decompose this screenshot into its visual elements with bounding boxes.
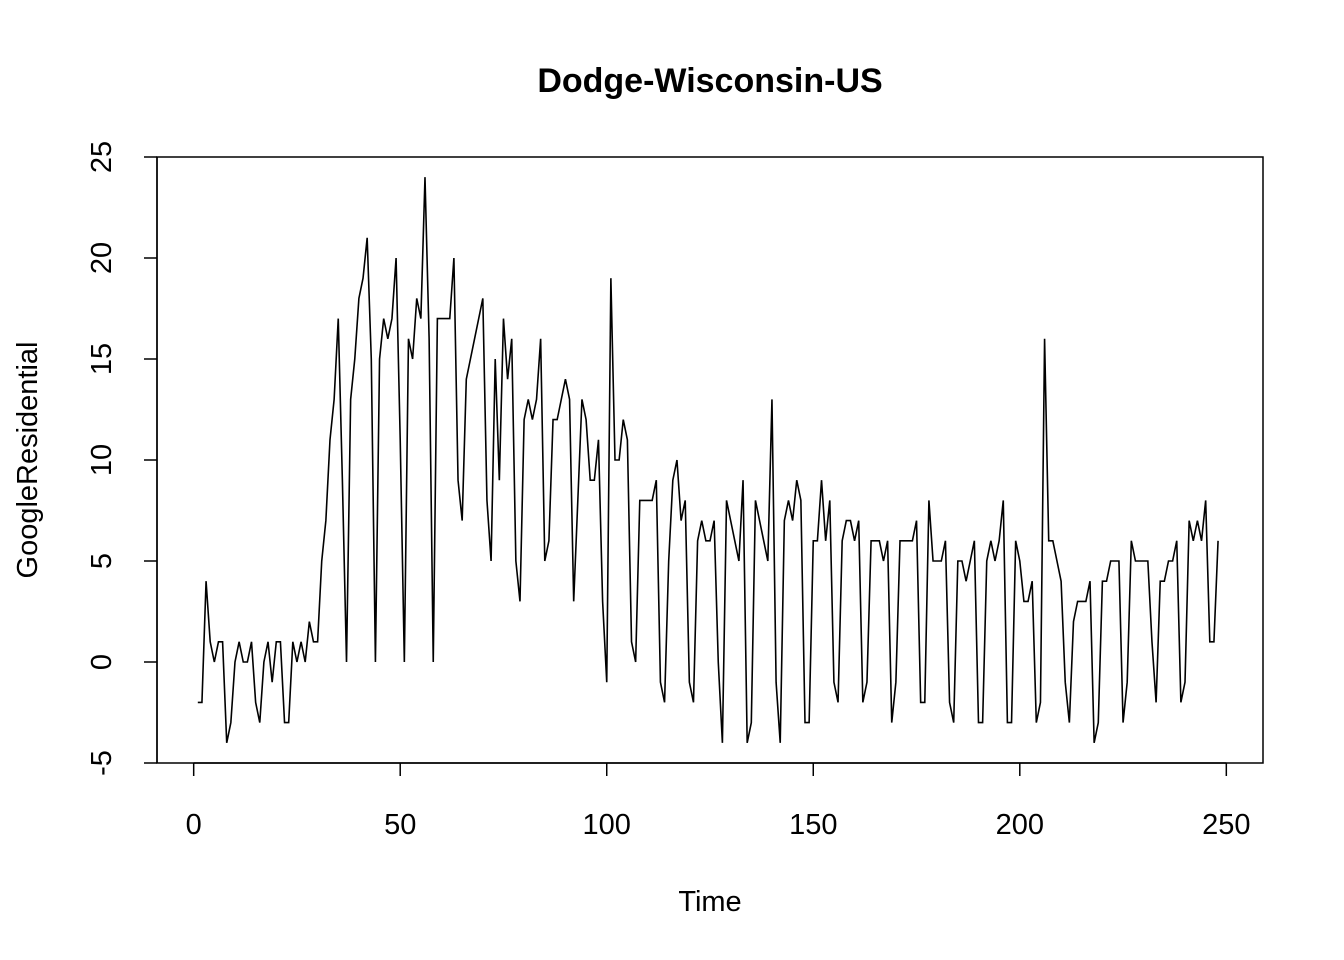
x-axis-label: Time (678, 886, 741, 918)
y-tick-label: 15 (86, 343, 118, 375)
y-tick-label: 20 (86, 242, 118, 274)
y-tick-label: -5 (86, 750, 118, 776)
series-line (197, 177, 1219, 743)
x-axis: 0 50 100 150 200 250 (186, 762, 1251, 841)
chart-title: Dodge-Wisconsin-US (537, 62, 882, 100)
y-axis-label: GoogleResidential (12, 342, 44, 579)
y-tick-label: 5 (86, 553, 118, 569)
x-tick-label: 250 (1202, 809, 1250, 841)
y-tick-label: 10 (86, 444, 118, 476)
x-tick-label: 0 (186, 809, 202, 841)
x-tick-label: 100 (583, 809, 631, 841)
y-tick-label: 25 (86, 141, 118, 173)
x-tick-label: 50 (384, 809, 416, 841)
y-axis: -5 0 5 10 15 20 25 (86, 141, 158, 776)
plot-area (197, 177, 1219, 743)
y-tick-label: 0 (86, 654, 118, 670)
x-tick-label: 150 (789, 809, 837, 841)
x-tick-label: 200 (996, 809, 1044, 841)
